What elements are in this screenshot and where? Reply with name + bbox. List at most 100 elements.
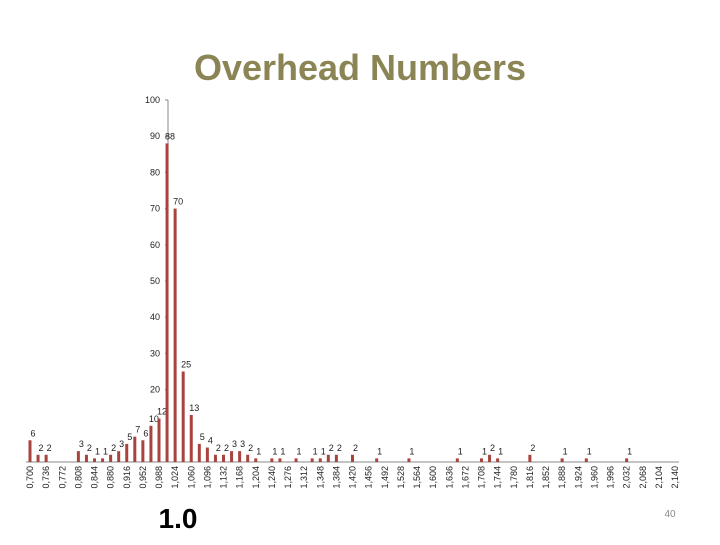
bar xyxy=(238,451,242,462)
bar xyxy=(44,454,48,462)
bar xyxy=(496,458,500,462)
bar xyxy=(230,451,234,462)
page-number: 40 xyxy=(664,509,676,520)
value-label: 3 xyxy=(119,439,124,449)
x-tick-label: 1,672 xyxy=(460,466,470,489)
bar xyxy=(294,458,298,462)
value-label: 6 xyxy=(143,428,148,438)
bar xyxy=(222,454,225,462)
bar xyxy=(84,454,88,462)
x-tick-label: 1,096 xyxy=(202,466,212,489)
bar xyxy=(310,458,314,462)
x-tick-label: 1,024 xyxy=(170,466,180,489)
value-label: 2 xyxy=(87,443,92,453)
bar xyxy=(246,454,250,462)
bar xyxy=(93,458,96,462)
bar xyxy=(213,454,217,462)
value-label: 2 xyxy=(39,443,44,453)
annotation: 1.0 xyxy=(159,503,198,534)
value-label: 2 xyxy=(47,443,52,453)
value-label: 1 xyxy=(482,446,487,456)
value-label: 1 xyxy=(95,446,100,456)
bar xyxy=(189,414,193,462)
value-label: 2 xyxy=(490,443,495,453)
x-tick-label: 1,276 xyxy=(283,466,293,489)
x-tick-label: 1,780 xyxy=(509,466,519,489)
bar xyxy=(334,454,338,462)
value-label: 4 xyxy=(208,436,213,446)
value-label: 1 xyxy=(297,446,302,456)
x-tick-label: 1,492 xyxy=(380,466,390,489)
x-tick-label: 1,384 xyxy=(331,466,341,489)
y-tick-label: 90 xyxy=(150,131,160,141)
x-tick-label: 0,916 xyxy=(122,466,132,489)
bar xyxy=(157,418,161,462)
bar xyxy=(125,443,129,462)
bar xyxy=(133,436,137,462)
x-tick-label: 0,736 xyxy=(41,466,51,489)
bar xyxy=(76,451,80,462)
x-tick-label: 1,600 xyxy=(428,466,438,489)
bar xyxy=(36,454,40,462)
value-label: 10 xyxy=(149,414,159,424)
x-tick-label: 2,140 xyxy=(670,466,680,489)
bar xyxy=(117,451,121,462)
value-label: 1 xyxy=(627,446,632,456)
value-label: 1 xyxy=(377,446,382,456)
x-tick-label: 2,068 xyxy=(638,466,648,489)
y-tick-label: 30 xyxy=(150,348,160,358)
value-label: 1 xyxy=(256,446,261,456)
bar xyxy=(173,208,177,462)
x-tick-label: 1,888 xyxy=(557,466,567,489)
x-tick-label: 1,240 xyxy=(267,466,277,489)
value-label: 1 xyxy=(313,446,318,456)
bar xyxy=(181,371,185,462)
value-label: 70 xyxy=(173,197,183,207)
x-tick-label: 1,348 xyxy=(315,466,325,489)
x-tick-label: 1,852 xyxy=(541,466,551,489)
x-tick-label: 0,952 xyxy=(138,466,148,489)
bar xyxy=(326,454,330,462)
value-label: 2 xyxy=(111,443,116,453)
y-tick-label: 100 xyxy=(145,95,160,105)
value-label: 2 xyxy=(216,443,221,453)
bar xyxy=(141,440,145,462)
value-label: 1 xyxy=(321,446,326,456)
bar xyxy=(205,447,209,462)
x-tick-label: 0,988 xyxy=(154,466,164,489)
value-label: 6 xyxy=(30,428,35,438)
value-label: 3 xyxy=(79,439,84,449)
x-tick-label: 0,844 xyxy=(90,466,100,489)
bar xyxy=(197,443,201,462)
x-tick-label: 0,880 xyxy=(106,466,116,489)
x-tick-label: 1,564 xyxy=(412,466,422,489)
x-tick-label: 1,420 xyxy=(348,466,358,489)
bar xyxy=(101,458,105,462)
x-tick-label: 2,104 xyxy=(654,466,664,489)
value-label: 1 xyxy=(458,446,463,456)
value-label: 5 xyxy=(127,432,132,442)
value-label: 1 xyxy=(587,446,592,456)
y-tick-label: 80 xyxy=(150,167,160,177)
x-tick-label: 1,528 xyxy=(396,466,406,489)
value-label: 1 xyxy=(280,446,285,456)
value-label: 1 xyxy=(409,446,414,456)
x-tick-label: 1,312 xyxy=(299,466,309,489)
x-tick-label: 0,772 xyxy=(57,466,67,489)
bar xyxy=(407,458,411,462)
bar xyxy=(28,440,32,462)
bar xyxy=(270,458,274,462)
y-tick-label: 60 xyxy=(150,240,160,250)
value-label: 2 xyxy=(329,443,334,453)
bar xyxy=(455,458,459,462)
value-label: 7 xyxy=(135,425,140,435)
chart-title: Overhead Numbers xyxy=(194,47,526,88)
value-label: 1 xyxy=(103,446,108,456)
value-label: 5 xyxy=(200,432,205,442)
x-tick-label: 1,456 xyxy=(364,466,374,489)
bar xyxy=(560,458,564,462)
bar xyxy=(165,143,169,462)
bar xyxy=(254,458,258,462)
x-tick-label: 1,168 xyxy=(235,466,245,489)
bar xyxy=(625,458,629,462)
